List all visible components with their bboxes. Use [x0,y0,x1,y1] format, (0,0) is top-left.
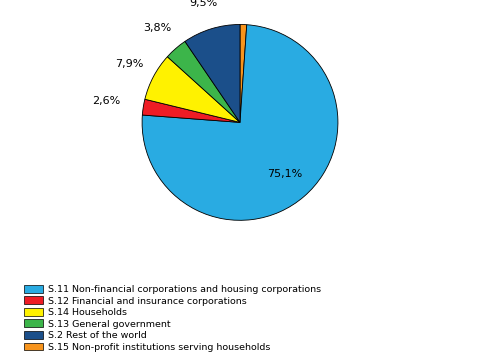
Text: 7,9%: 7,9% [115,59,144,69]
Wedge shape [143,99,240,122]
Text: 2,6%: 2,6% [93,96,120,106]
Wedge shape [240,24,247,122]
Text: 9,5%: 9,5% [189,0,217,8]
Text: 75,1%: 75,1% [267,169,302,179]
Text: 3,8%: 3,8% [144,23,172,33]
Wedge shape [142,25,338,220]
Wedge shape [168,41,240,122]
Legend: S.11 Non-financial corporations and housing corporations, S.12 Financial and ins: S.11 Non-financial corporations and hous… [24,285,321,352]
Wedge shape [145,57,240,122]
Wedge shape [185,24,240,122]
